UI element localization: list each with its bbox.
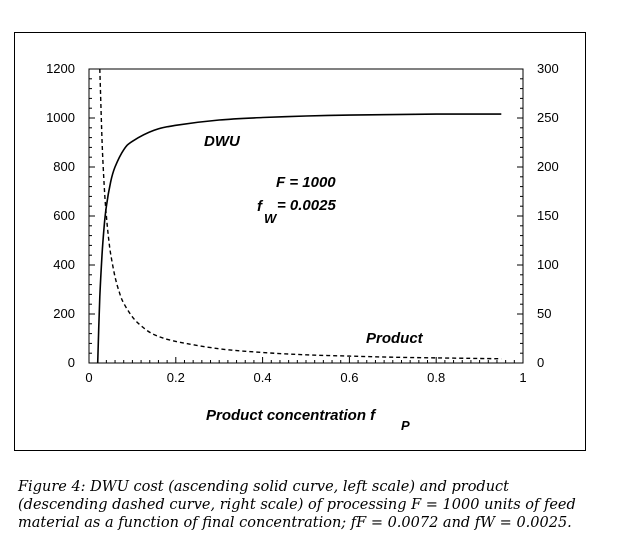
annotation-fw-value: = 0.0025 [277, 197, 336, 214]
x-axis-label: Product concentration f [206, 407, 377, 424]
y-right-tick-label: 250 [537, 110, 559, 125]
x-tick-label: 0.6 [340, 370, 358, 385]
y-left-tick-label: 400 [53, 257, 75, 272]
y-right-tick-label: 50 [537, 306, 551, 321]
x-tick-label: 0.2 [167, 370, 185, 385]
y-left-tick-label: 1000 [46, 110, 75, 125]
x-axis-label-subscript: P [401, 418, 410, 433]
annotation-fw-prefix: f [257, 198, 264, 215]
chart-frame: 0 0.2 0.4 0.6 0.8 1 0 200 400 600 800 1000 1200 0 50 10… [14, 32, 586, 451]
y-left-tick-label: 600 [53, 208, 75, 223]
y-left-tick-label: 0 [68, 355, 75, 370]
plot-area-border [88, 68, 524, 364]
y-right-tick-label: 200 [537, 159, 559, 174]
chart-series [96, 68, 502, 364]
chart-labels: DWU Product F = 1000 f W = 0.0025 Produc… [204, 133, 424, 433]
chart: 0 0.2 0.4 0.6 0.8 102004006008001000120005010… [46, 61, 559, 433]
annotation-product: Product [366, 330, 424, 347]
x-tick-label: 0.4 [254, 370, 272, 385]
x-tick-label: 1 [519, 370, 526, 385]
annotation-dwu: DWU [204, 133, 241, 150]
x-tick-label: 0.8 [427, 370, 445, 385]
series-line-dwu [96, 113, 502, 364]
figure-caption: Figure 4: DWU cost (ascending solid curv… [18, 479, 576, 531]
x-tick-label: 0 [85, 370, 92, 385]
y-left-tick-label: 1200 [46, 61, 75, 76]
y-right-tick-label: 300 [537, 61, 559, 76]
y-left-tick-label: 200 [53, 306, 75, 321]
annotation-fw-subscript: W [264, 211, 278, 226]
y-right-tick-label: 0 [537, 355, 544, 370]
chart-axes: 0 0.2 0.4 0.6 0.8 102004006008001000120005010… [46, 61, 559, 385]
annotation-f-value: F = 1000 [276, 174, 336, 191]
y-right-tick-label: 100 [537, 257, 559, 272]
y-right-tick-label: 150 [537, 208, 559, 223]
y-left-tick-label: 800 [53, 159, 75, 174]
